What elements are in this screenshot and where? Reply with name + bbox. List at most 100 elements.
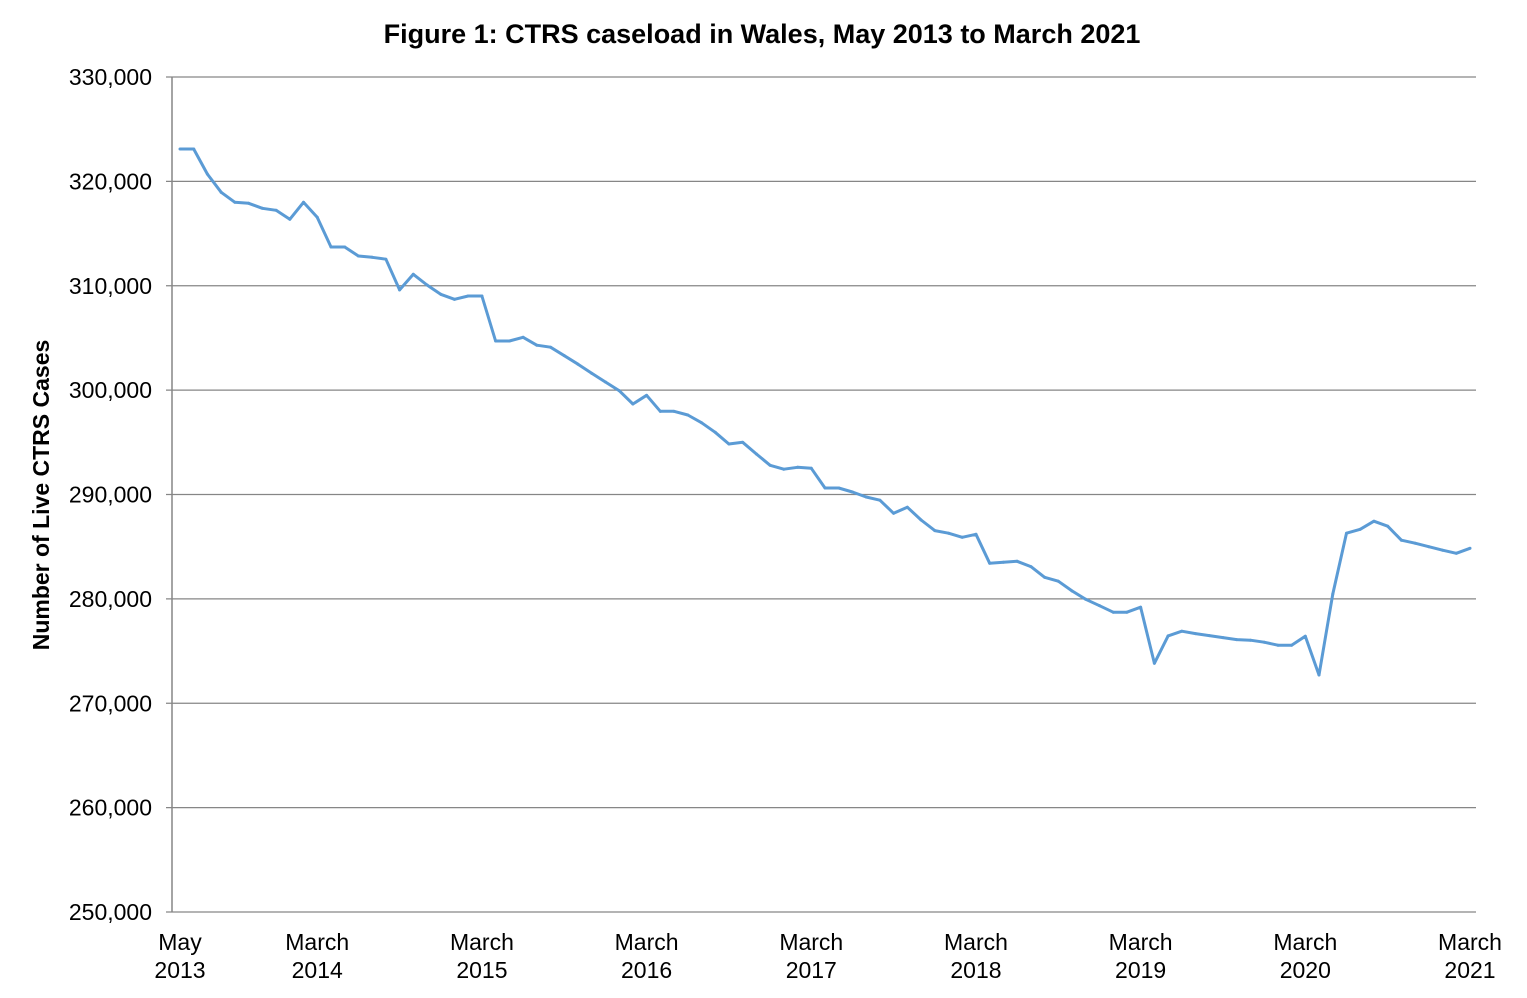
y-tick-label: 300,000 [69,377,152,403]
data-points [178,147,1472,677]
data-point [590,371,594,375]
y-axis-label: Number of Live CTRS Cases [28,340,54,651]
data-point [549,345,553,349]
data-point [1317,673,1321,677]
data-point [274,208,278,212]
data-point [1166,634,1170,638]
data-point [343,245,347,249]
x-tick-label-month: March [779,929,843,955]
data-point [713,430,717,434]
y-tick-label: 270,000 [69,690,152,716]
data-point [1454,551,1458,555]
x-tick-label-year: 2021 [1444,957,1495,983]
data-point [1248,638,1252,642]
data-point [617,389,621,393]
data-point [1180,629,1184,633]
data-point [988,561,992,565]
data-point [1290,643,1294,647]
data-point [1015,559,1019,563]
data-point [370,255,374,259]
x-tick-label-year: 2020 [1280,957,1331,983]
data-point [260,206,264,210]
y-tick-label: 330,000 [69,64,152,90]
x-tick-label-month: March [1438,929,1502,955]
data-point [1358,527,1362,531]
data-point [823,486,827,490]
data-point [768,463,772,467]
data-point [356,254,360,258]
y-tick-label: 250,000 [69,899,152,925]
data-point [837,486,841,490]
data-point [796,465,800,469]
data-point [576,362,580,366]
data-point [466,294,470,298]
data-point [741,440,745,444]
data-point [974,532,978,536]
data-point [919,518,923,522]
chart-title: Figure 1: CTRS caseload in Wales, May 20… [384,19,1141,49]
data-point [1001,560,1005,564]
x-axis-ticks: May2013March2014March2015March2016March2… [154,929,1502,983]
data-point [1207,634,1211,638]
data-point [1344,531,1348,535]
data-point [727,442,731,446]
data-point [535,343,539,347]
x-tick-label-month: March [1109,929,1173,955]
x-tick-label-month: March [615,929,679,955]
data-point [1043,575,1047,579]
data-point [1276,643,1280,647]
data-point [507,339,511,343]
x-tick-label-year: 2016 [621,957,672,983]
data-point [562,354,566,358]
data-point [233,200,237,204]
data-point [892,511,896,515]
x-tick-label-year: 2017 [786,957,837,983]
data-point [439,292,443,296]
data-point [1262,640,1266,644]
data-point [1427,545,1431,549]
y-tick-label: 310,000 [69,273,152,299]
y-tick-label: 280,000 [69,586,152,612]
data-point [933,529,937,533]
data-point [1235,638,1239,642]
x-tick-label-year: 2015 [456,957,507,983]
data-point [850,490,854,494]
data-point [425,283,429,287]
data-point [521,335,525,339]
data-point [631,402,635,406]
y-tick-label: 320,000 [69,168,152,194]
x-tick-label-year: 2014 [292,957,343,983]
x-tick-label-month: March [450,929,514,955]
data-point [1372,519,1376,523]
data-point [905,505,909,509]
data-point [247,201,251,205]
data-point [1386,524,1390,528]
data-point [699,421,703,425]
x-tick-label-year: 2013 [154,957,205,983]
data-point [1111,610,1115,614]
data-point [302,200,306,204]
data-point [384,257,388,261]
data-point [1399,538,1403,542]
y-tick-label: 290,000 [69,482,152,508]
data-point [452,297,456,301]
data-point [1194,632,1198,636]
x-tick-label-month: March [1273,929,1337,955]
data-point [1070,589,1074,593]
data-point [1029,565,1033,569]
data-point [411,272,415,276]
y-axis-ticks: 250,000 260,000 270,000 280,000 290,000 300,0… [69,64,152,925]
data-point [878,498,882,502]
data-point [1152,661,1156,665]
data-point [1125,610,1129,614]
data-point [494,339,498,343]
data-point [315,215,319,219]
data-point [809,466,813,470]
data-point [672,409,676,413]
data-point [960,535,964,539]
data-point [205,172,209,176]
x-tick-label-year: 2018 [950,957,1001,983]
data-point [686,413,690,417]
data-point [1056,579,1060,583]
